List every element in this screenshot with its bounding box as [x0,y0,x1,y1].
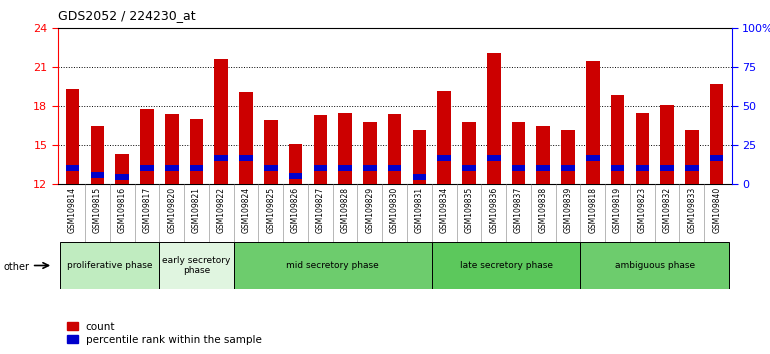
Bar [313,115,327,184]
Text: GSM109815: GSM109815 [93,187,102,233]
Bar [432,242,581,289]
Text: proliferative phase: proliferative phase [67,261,152,270]
Bar [661,165,674,171]
Bar [189,165,203,171]
Bar [635,113,649,184]
Bar [289,173,303,179]
Legend: count, percentile rank within the sample: count, percentile rank within the sample [63,317,266,349]
Bar [264,120,278,184]
Bar [611,95,624,184]
Bar [60,242,159,289]
Bar [165,165,179,171]
Bar [413,175,427,180]
Bar [661,105,674,184]
Text: GSM109832: GSM109832 [663,187,671,233]
Bar [561,130,575,184]
Bar [413,130,427,184]
Text: GSM109823: GSM109823 [638,187,647,233]
Text: GSM109830: GSM109830 [390,187,399,233]
Text: GSM109837: GSM109837 [514,187,523,233]
Bar [710,155,724,161]
Text: GSM109839: GSM109839 [564,187,573,233]
Text: GSM109834: GSM109834 [440,187,449,233]
Bar [264,165,278,171]
Bar [388,114,401,184]
Text: GSM109814: GSM109814 [68,187,77,233]
Bar [165,114,179,184]
Text: GSM109833: GSM109833 [688,187,696,233]
Bar [140,109,154,184]
Bar [437,155,451,161]
Text: GSM109836: GSM109836 [489,187,498,233]
Bar [635,165,649,171]
Text: GSM109826: GSM109826 [291,187,300,233]
Bar [189,119,203,184]
Bar [65,89,79,184]
Bar [685,130,698,184]
Bar [338,165,352,171]
Text: late secretory phase: late secretory phase [460,261,553,270]
Text: early secretory
phase: early secretory phase [162,256,231,275]
Text: GSM109840: GSM109840 [712,187,721,233]
Bar [581,242,729,289]
Bar [91,126,104,184]
Text: GSM109819: GSM109819 [613,187,622,233]
Text: GDS2052 / 224230_at: GDS2052 / 224230_at [58,9,196,22]
Bar [710,84,724,184]
Bar [338,113,352,184]
Bar [611,165,624,171]
Text: GSM109825: GSM109825 [266,187,275,233]
Bar [91,172,104,178]
Bar [537,126,550,184]
Bar [437,91,451,184]
Text: GSM109829: GSM109829 [365,187,374,233]
Bar [363,165,377,171]
Bar [214,155,228,161]
Bar [561,165,575,171]
Bar [511,165,525,171]
Bar [159,242,233,289]
Bar [462,165,476,171]
Text: ambiguous phase: ambiguous phase [614,261,695,270]
Bar [289,144,303,184]
Bar [313,165,327,171]
Text: mid secretory phase: mid secretory phase [286,261,379,270]
Bar [586,155,600,161]
Bar [116,175,129,180]
Text: GSM109820: GSM109820 [167,187,176,233]
Bar [685,165,698,171]
Text: GSM109828: GSM109828 [340,187,350,233]
Bar [363,122,377,184]
Text: GSM109838: GSM109838 [539,187,547,233]
Text: GSM109821: GSM109821 [192,187,201,233]
Bar [511,122,525,184]
Text: GSM109831: GSM109831 [415,187,424,233]
Bar [239,92,253,184]
Bar [140,165,154,171]
Bar [537,165,550,171]
Bar [487,53,500,184]
Text: GSM109817: GSM109817 [142,187,152,233]
Bar [239,155,253,161]
Text: GSM109816: GSM109816 [118,187,126,233]
Bar [65,165,79,171]
Bar [462,122,476,184]
Bar [233,242,432,289]
Bar [116,154,129,184]
Bar [487,155,500,161]
Bar [586,61,600,184]
Text: GSM109824: GSM109824 [242,187,250,233]
Text: other: other [4,262,30,272]
Bar [214,59,228,184]
Text: GSM109835: GSM109835 [464,187,474,233]
Text: GSM109827: GSM109827 [316,187,325,233]
Bar [388,165,401,171]
Text: GSM109818: GSM109818 [588,187,598,233]
Text: GSM109822: GSM109822 [216,187,226,233]
